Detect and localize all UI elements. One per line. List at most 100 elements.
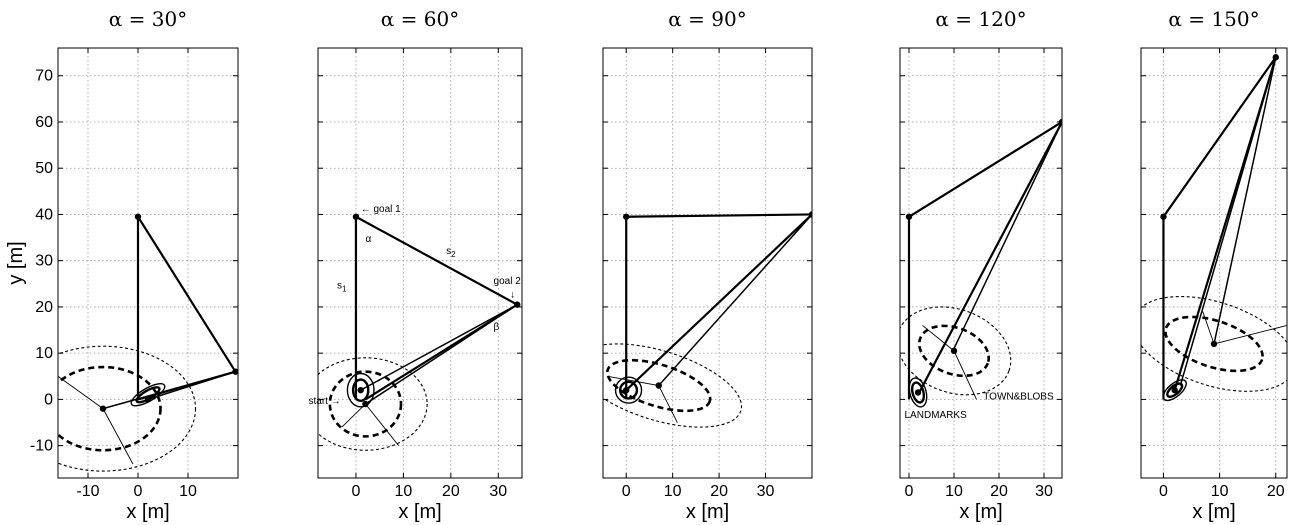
uncertainty-ellipse <box>910 381 926 404</box>
y-axis-label: y [m] <box>5 241 27 284</box>
data-point <box>623 386 630 394</box>
plot-area <box>603 211 812 428</box>
uncertainty-ellipse <box>346 372 375 408</box>
x-tick-label: 20 <box>442 483 460 500</box>
y-tick-label: 40 <box>35 206 53 223</box>
uncertainty-ellipse <box>318 357 428 451</box>
annotation-subscript: 2 <box>451 250 456 259</box>
ellipse-axis-line <box>365 403 400 446</box>
x-axis-label: x [m] <box>126 501 169 523</box>
uncertainty-ellipse <box>618 380 639 400</box>
chart-panel-2: α = 60° 0 10 20 30 x [m] ← goal 1 α s2 goal 2 ↓ β s1… <box>309 7 523 523</box>
x-tick-label: -10 <box>76 483 99 500</box>
chart-panel-4: α = 120° 0 10 20 30 x [m] LANDMARKS TOWN&BLOBS <box>899 7 1063 523</box>
plot-frame <box>57 47 239 479</box>
ellipse-axis-line <box>58 375 104 410</box>
annotation-label: ↓ <box>510 290 515 301</box>
data-point <box>514 301 521 308</box>
x-axis-label: x [m] <box>686 501 729 523</box>
uncertainty-ellipse <box>605 358 712 413</box>
path-ray <box>658 213 812 387</box>
trajectory-path <box>1162 56 1277 400</box>
panel-title: α = 90° <box>668 7 746 31</box>
y-tick-label: 20 <box>35 299 53 316</box>
path-ray <box>953 121 1062 349</box>
plot-frame <box>317 47 523 479</box>
ellipse-axis-line <box>102 408 134 465</box>
x-axis-label: x [m] <box>959 501 1002 523</box>
x-tick-label: 0 <box>1159 483 1168 500</box>
x-tick-label: 30 <box>1035 483 1053 500</box>
uncertainty-ellipse <box>1166 382 1184 398</box>
x-tick-label: 30 <box>757 483 775 500</box>
uncertainty-ellipse <box>614 376 643 404</box>
panel-title: α = 30° <box>109 7 187 31</box>
data-point <box>914 389 922 396</box>
x-tick-label: 0 <box>134 483 143 500</box>
annotation-label: goal 2 <box>494 276 522 287</box>
uncertainty-ellipse <box>58 345 197 472</box>
data-point <box>655 382 662 389</box>
ellipse-axis-line <box>922 325 955 352</box>
x-tick-label: 20 <box>990 483 1008 500</box>
x-axis-label: x [m] <box>398 501 441 523</box>
data-point <box>950 347 958 355</box>
y-tick-label: 10 <box>35 345 53 362</box>
ellipse-axis-line <box>607 375 659 386</box>
plot-area <box>900 118 1062 408</box>
path-ray <box>1213 57 1277 345</box>
data-point <box>1272 54 1279 61</box>
x-tick-label: 20 <box>710 483 728 500</box>
data-point <box>232 368 238 375</box>
annotation-label: start → <box>309 396 341 407</box>
x-tick-label: 0 <box>622 483 631 500</box>
y-tick-label: 70 <box>35 68 53 85</box>
x-tick-label: 10 <box>1211 483 1229 500</box>
annotation-label: TOWN&BLOBS <box>983 391 1054 402</box>
data-point <box>362 400 369 408</box>
x-axis-label: x [m] <box>1192 501 1235 523</box>
plot-area <box>318 213 521 451</box>
x-tick-label: 30 <box>489 483 507 500</box>
y-tick-label: 50 <box>35 160 53 177</box>
y-tick-label: 30 <box>35 253 53 270</box>
x-tick-label: 10 <box>945 483 963 500</box>
y-tick-label: 60 <box>35 114 53 131</box>
data-point <box>1160 213 1167 220</box>
trajectory-path <box>354 215 519 401</box>
data-point <box>134 213 142 220</box>
uncertainty-ellipse <box>908 377 928 408</box>
ellipse-axis-line <box>1202 311 1215 345</box>
x-tick-label: 10 <box>664 483 682 500</box>
trajectory-path <box>625 213 812 400</box>
plot-frame <box>899 47 1063 479</box>
trajectory-path <box>136 215 237 401</box>
annotation-label: β <box>494 322 500 333</box>
uncertainty-ellipse <box>58 365 162 452</box>
data-point <box>357 386 364 394</box>
panel-title: α = 120° <box>935 7 1026 31</box>
trajectory-path <box>907 120 1062 400</box>
data-point <box>1210 340 1218 348</box>
annotation-label: s1 <box>337 280 347 293</box>
uncertainty-ellipse <box>130 383 166 407</box>
x-tick-label: 10 <box>179 483 197 500</box>
plot-frame <box>602 47 813 479</box>
data-point <box>905 213 913 220</box>
ellipse-axis-line <box>658 385 678 423</box>
panel-title: α = 150° <box>1168 7 1259 31</box>
chart-panel-1: α = 30° -10 0 10 -10 0 10 20 30 40 50 60 70 x [m] y [m… <box>5 7 239 523</box>
chart-panel-5: α = 150° 0 10 20 x [m] <box>1140 7 1288 523</box>
uncertainty-ellipse <box>328 370 403 438</box>
y-tick-label: -10 <box>30 438 53 455</box>
x-tick-label: 0 <box>352 483 361 500</box>
data-point <box>1171 386 1178 394</box>
uncertainty-ellipse <box>351 378 370 402</box>
ellipse-axis-line <box>1213 324 1287 345</box>
uncertainty-ellipse <box>603 343 743 428</box>
ellipse-axis-line <box>341 403 366 428</box>
plot-frame <box>1140 47 1288 479</box>
data-point <box>99 405 107 412</box>
x-tick-label: 0 <box>905 483 914 500</box>
ellipse-axis-line <box>953 350 977 400</box>
